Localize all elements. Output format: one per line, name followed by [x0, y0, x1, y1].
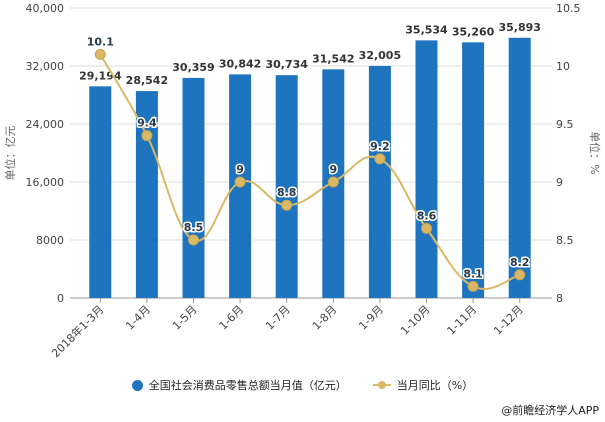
x-tick-label: 1-9月 [356, 303, 386, 333]
line-value-label: 9.4 [137, 117, 157, 130]
x-tick-label: 2018年1-3月 [48, 302, 106, 360]
bar-value-label: 35,534 [405, 23, 448, 36]
legend-item-line[interactable]: 当月同比（%） [372, 377, 474, 393]
x-tick-label: 1-12月 [491, 303, 526, 338]
legend-bar-label: 全国社会消费品零售总额当月值（亿元） [148, 379, 347, 392]
bar-value-label: 30,842 [219, 57, 261, 70]
left-tick-label: 8000 [36, 234, 64, 247]
chart: 0 8000 16,000 24,000 32,000 40,000 8 8.5 9 9.5 10 1… [3, 2, 602, 360]
line-value-label: 10.1 [87, 35, 114, 48]
bar-value-label: 30,359 [172, 61, 214, 74]
left-tick-label: 24,000 [26, 118, 65, 131]
line-value-label: 8.2 [510, 256, 530, 269]
x-tick-label: 1-7月 [263, 303, 293, 333]
line-point [141, 130, 153, 142]
bar [415, 40, 438, 298]
line-value-label: 8.8 [277, 186, 297, 199]
bar-value-label: 30,734 [265, 58, 308, 71]
right-tick-label: 10 [556, 60, 570, 73]
line-value-label: 9 [236, 163, 244, 176]
line-point [281, 199, 293, 211]
line-point [467, 280, 479, 292]
bar [135, 91, 158, 299]
left-tick-label: 16,000 [26, 176, 65, 189]
line-point [421, 222, 432, 234]
bar [275, 75, 298, 298]
line-value-label: 9 [329, 163, 337, 176]
legend: 全国社会消费品零售总额当月值（亿元） 当月同比（%） [0, 377, 605, 393]
right-axis-title: 单位：% [588, 131, 602, 174]
credit: @前瞻经济学人APP [501, 404, 599, 417]
line-value-label: 9.2 [370, 140, 390, 153]
line-point [327, 176, 339, 188]
bar-value-label: 31,542 [312, 52, 354, 65]
x-tick-label: 1-10月 [398, 303, 433, 338]
line-point [514, 269, 526, 281]
legend-item-bar[interactable]: 全国社会消费品零售总额当月值（亿元） [131, 377, 347, 393]
line-value-label: 8.5 [184, 221, 204, 234]
right-tick-label: 8.5 [556, 234, 574, 247]
bar-value-label: 35,893 [498, 21, 540, 34]
right-tick-label: 9.5 [556, 118, 574, 131]
bar [182, 77, 205, 298]
line-point [234, 176, 246, 188]
bar [508, 37, 531, 298]
line-value-label: 8.6 [417, 209, 437, 222]
line-value-label: 8.1 [463, 267, 483, 280]
x-tick-label: 1-5月 [170, 303, 200, 333]
line-series [99, 53, 521, 290]
bar-value-label: 28,542 [126, 74, 168, 87]
legend-line-swatch-icon [372, 380, 391, 390]
left-tick-label: 40,000 [26, 2, 65, 15]
right-tick-label: 10.5 [556, 2, 581, 15]
bar-value-label: 35,260 [452, 25, 495, 38]
x-tick-label: 1-8月 [310, 303, 340, 333]
legend-bar-swatch-icon [131, 379, 143, 391]
legend-line-label: 当月同比（%） [396, 379, 474, 392]
bar-value-label: 32,005 [359, 49, 401, 62]
left-tick-label: 0 [57, 292, 64, 305]
bar [89, 86, 112, 298]
bar [462, 42, 485, 298]
x-tick-label: 1-6月 [217, 303, 247, 333]
left-axis-title: 单位：亿元 [3, 126, 17, 181]
left-tick-label: 32,000 [26, 60, 65, 73]
x-tick-label: 1-4月 [123, 303, 153, 333]
x-tick-label: 1-11月 [445, 303, 480, 338]
right-tick-label: 9 [556, 176, 563, 189]
right-tick-label: 8 [556, 292, 563, 305]
bar [368, 65, 391, 299]
line-point [188, 234, 199, 246]
line-point [94, 48, 106, 60]
line-point [374, 153, 386, 165]
